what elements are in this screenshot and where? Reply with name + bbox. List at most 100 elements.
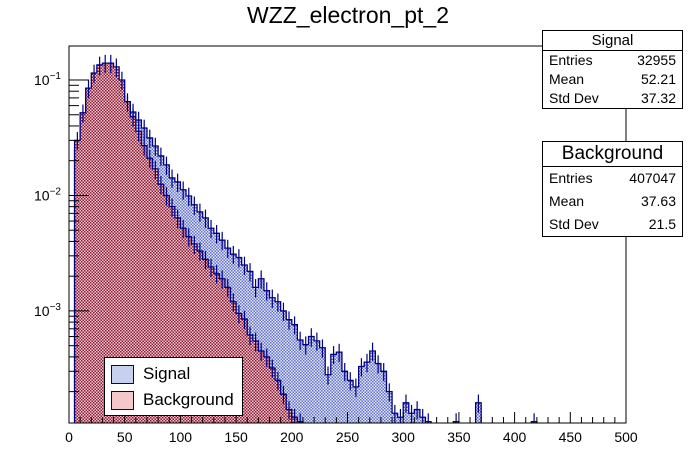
legend-label: Signal — [143, 364, 191, 383]
histogram-bin — [375, 363, 381, 423]
histogram-bin — [202, 259, 209, 423]
histogram-bin — [141, 145, 147, 423]
legend-swatch-signal — [111, 364, 134, 384]
x-tick-label: 200 — [280, 429, 304, 445]
histogram-bin — [241, 319, 248, 423]
histogram-bin — [336, 352, 342, 423]
histogram-bin — [185, 236, 192, 423]
histogram-bin — [124, 101, 131, 423]
legend-label: Background — [143, 390, 234, 409]
legend-item-background: Background — [111, 389, 234, 411]
histogram-bin — [275, 301, 281, 423]
histogram-bin — [197, 251, 203, 423]
stats-label: Entries — [549, 52, 593, 68]
chart-title: WZZ_electron_pt_2 — [247, 2, 449, 28]
histogram-bin — [208, 267, 214, 423]
histogram-bin — [135, 131, 142, 424]
histogram-bin — [347, 380, 354, 423]
stats-label: Mean — [549, 71, 585, 87]
histogram-bin — [353, 386, 359, 423]
x-tick-label: 400 — [503, 429, 527, 445]
stats-row: Entries 32955 — [543, 51, 682, 70]
histogram-bin — [169, 206, 175, 423]
stats-box-background: Background Entries 407047 Mean 37.63 Std D… — [542, 141, 683, 237]
stats-label: Std Dev — [549, 90, 599, 106]
histogram-bin — [263, 356, 270, 423]
histogram-bin — [96, 64, 103, 423]
histogram-bin — [280, 310, 287, 423]
histogram-bin — [107, 63, 114, 423]
histogram-bin — [130, 116, 136, 423]
x-tick-label: 0 — [65, 429, 73, 445]
histogram-bin — [341, 371, 348, 423]
stats-label: Mean — [549, 193, 585, 209]
stats-value: 32955 — [637, 52, 676, 68]
stats-title: Signal — [543, 31, 682, 51]
stats-value: 52.21 — [640, 71, 676, 87]
x-tick-label: 100 — [169, 429, 193, 445]
stats-row: Std Dev 21.5 — [543, 213, 682, 236]
x-tick-label: 150 — [224, 429, 248, 445]
histogram-bin — [269, 368, 276, 423]
histogram-bin — [358, 366, 365, 423]
histogram-bin — [146, 158, 153, 423]
stats-label: Std Dev — [549, 216, 599, 232]
histogram-bin — [74, 140, 81, 423]
histogram-bin — [224, 287, 231, 423]
histogram-bin — [113, 66, 120, 423]
histogram-bin — [475, 402, 482, 423]
histogram-bin — [275, 380, 281, 423]
stats-title: Background — [543, 142, 682, 167]
histogram-bin — [174, 217, 181, 423]
x-tick-label: 250 — [336, 429, 360, 445]
histogram-bin — [158, 184, 164, 423]
histogram-bin — [102, 63, 108, 423]
y-tick-label: 10−1 — [34, 71, 61, 88]
histogram-bin — [403, 402, 409, 423]
series-background — [73, 54, 304, 424]
x-tick-label: 350 — [447, 429, 471, 445]
legend: Signal Background — [104, 357, 243, 416]
legend-swatch-background — [111, 390, 134, 410]
stats-row: Entries 407047 — [543, 167, 682, 190]
stats-row: Mean 52.21 — [543, 70, 682, 89]
stats-label: Entries — [549, 170, 593, 186]
stats-value: 21.5 — [648, 216, 676, 232]
histogram-bin — [286, 319, 292, 423]
stats-value: 37.63 — [640, 193, 676, 209]
histogram-bin — [213, 273, 220, 423]
histogram-bin — [380, 371, 387, 423]
y-tick-label: 10−2 — [34, 186, 61, 203]
histogram-outline-background — [73, 62, 304, 423]
histogram-bin — [330, 354, 337, 423]
histogram-bin — [258, 350, 264, 423]
x-tick-label: 500 — [614, 429, 638, 445]
stats-value: 37.32 — [640, 90, 676, 106]
histogram-bin — [219, 278, 225, 423]
histogram-bin — [247, 334, 253, 423]
histogram-bin — [297, 340, 303, 423]
histogram-bin — [163, 195, 170, 423]
histogram-bin — [252, 340, 259, 423]
legend-item-signal: Signal — [111, 363, 190, 385]
x-tick-label: 50 — [117, 429, 133, 445]
histogram-bin — [119, 80, 125, 423]
y-tick-label: 10−3 — [34, 302, 61, 319]
stats-box-signal: Signal Entries 32955 Mean 52.21 Std Dev 37.… — [542, 30, 683, 109]
histogram-bin — [364, 362, 370, 423]
histogram-bin — [369, 350, 376, 423]
histogram-bin — [152, 168, 159, 423]
stats-row: Std Dev 37.32 — [543, 89, 682, 108]
histogram-bin — [85, 88, 92, 424]
x-tick-label: 300 — [392, 429, 416, 445]
stats-row: Mean 37.63 — [543, 190, 682, 213]
histogram-bin — [280, 394, 287, 423]
histogram-bin — [180, 228, 186, 423]
histogram-bin — [314, 340, 320, 423]
histogram-bin — [319, 347, 326, 423]
histogram-bin — [386, 391, 393, 423]
histogram-bin — [308, 336, 315, 423]
histogram-bin — [325, 374, 331, 423]
histogram-bin — [80, 112, 86, 423]
stats-value: 407047 — [629, 170, 676, 186]
